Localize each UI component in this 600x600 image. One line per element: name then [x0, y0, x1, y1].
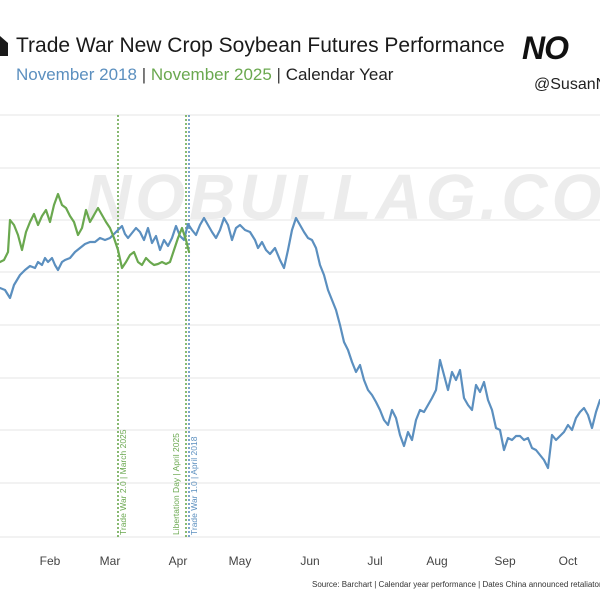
x-tick-label: May [229, 554, 252, 568]
x-tick-label: Sep [494, 554, 516, 568]
x-tick-label: Oct [559, 554, 578, 568]
x-tick-label: Mar [100, 554, 121, 568]
chart-title: Trade War New Crop Soybean Futures Perfo… [16, 34, 505, 57]
twitter-handle: @SusanN [534, 76, 600, 93]
brand-mark-icon [0, 36, 8, 56]
subtitle-2018: November 2018 [16, 65, 137, 84]
x-tick-label: Aug [426, 554, 447, 568]
series-line-2018 [0, 216, 600, 470]
x-tick-label: Jun [300, 554, 319, 568]
subtitle-separator: | [136, 65, 151, 84]
annotation-label: Trade War 2.0 | March 2025 [118, 429, 128, 535]
subtitle-2025: November 2025 [150, 65, 272, 84]
chart-subtitle: November 2018 | November 2025 | Calendar… [16, 65, 393, 85]
subtitle-calendar-year: Calendar Year [285, 65, 394, 84]
x-tick-label: Apr [169, 554, 188, 568]
subtitle-separator: | [271, 65, 286, 84]
annotation-label: Libertation Day | April 2025 [171, 433, 181, 535]
series-line-2025 [0, 192, 191, 270]
x-tick-label: Feb [40, 554, 61, 568]
source-note: Source: Barchart | Calendar year perform… [312, 580, 600, 589]
watermark: NOBULLAG.COM [85, 161, 600, 233]
x-tick-label: Jul [367, 554, 382, 568]
annotation-label: Trade War 1.0 | April 2018 [189, 436, 199, 535]
brand-logo: NO [522, 30, 569, 66]
